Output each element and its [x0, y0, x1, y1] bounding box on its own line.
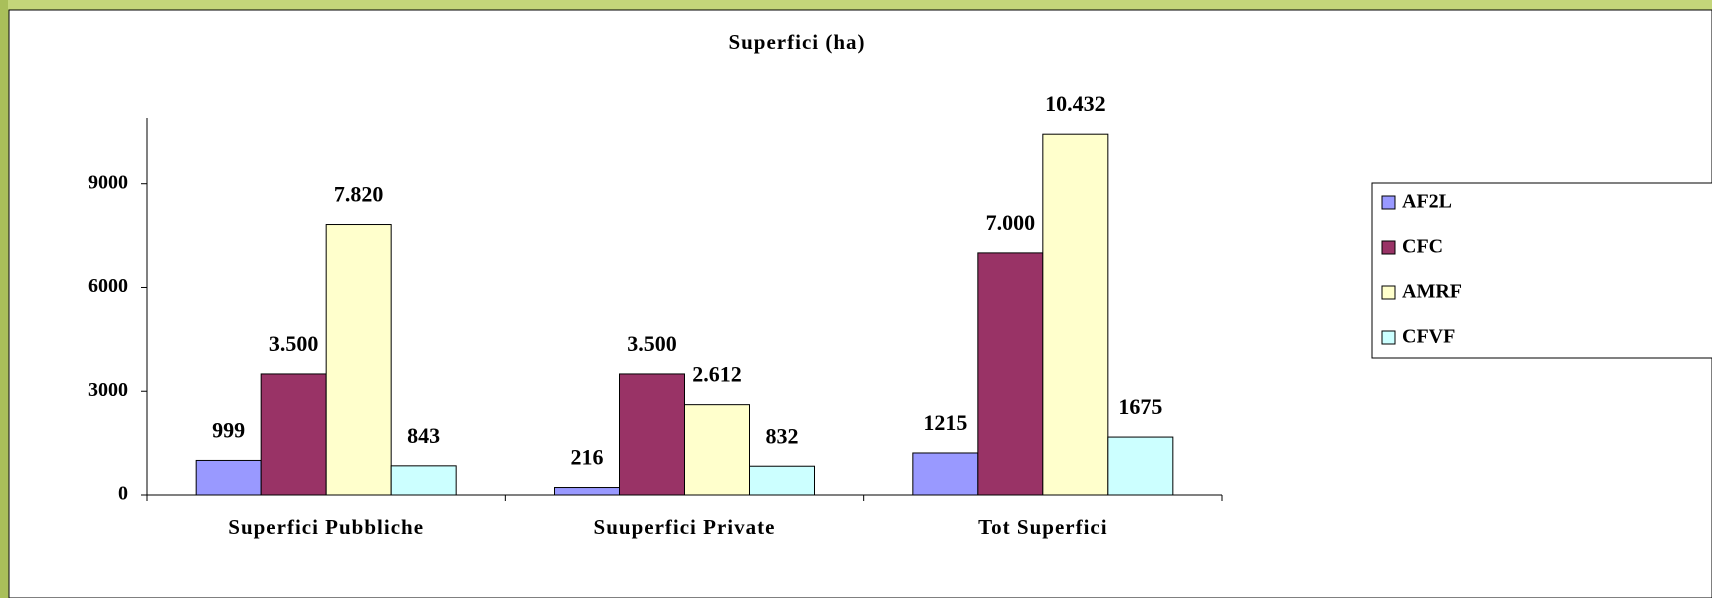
bar [1042, 133, 1109, 496]
bar [554, 487, 620, 496]
value-label: 1675 [1118, 394, 1162, 419]
y-tick-label: 3000 [88, 379, 128, 401]
value-label: 7.000 [986, 210, 1036, 235]
value-label: 3.500 [627, 331, 677, 356]
left-band [0, 0, 8, 598]
legend-label: CFC [1402, 236, 1443, 258]
top-band [0, 0, 1712, 10]
bar [260, 373, 327, 496]
y-tick-label: 9000 [88, 171, 128, 193]
y-tick-label: 0 [118, 483, 128, 505]
bar [912, 452, 979, 496]
x-tick-label: Superfici Pubbliche [228, 515, 424, 539]
x-tick-label: Suuperfici Private [594, 515, 776, 539]
y-tick-label: 6000 [88, 275, 128, 297]
value-label: 216 [571, 445, 604, 470]
value-label: 1215 [923, 410, 967, 435]
legend-swatch [1381, 195, 1396, 210]
value-label: 7.820 [334, 182, 384, 207]
bar [390, 465, 457, 496]
legend-swatch [1381, 285, 1396, 300]
bar [619, 373, 685, 496]
x-tick-label: Tot Superfici [978, 515, 1107, 539]
value-label: 10.432 [1045, 91, 1106, 116]
legend-label: CFVF [1402, 326, 1455, 348]
legend-label: AMRF [1402, 281, 1462, 303]
legend-swatch [1381, 240, 1396, 255]
bar [684, 404, 750, 496]
bar [1107, 436, 1174, 496]
value-label: 843 [407, 423, 440, 448]
value-label: 3.500 [269, 331, 319, 356]
legend-box [1371, 182, 1712, 359]
value-label: 832 [766, 423, 799, 448]
legend-swatch [1381, 330, 1396, 345]
bar [325, 224, 392, 496]
value-label: 2.612 [692, 362, 742, 387]
chart-title: Superfici (ha) [728, 30, 865, 54]
bar [749, 465, 815, 496]
legend-label: AF2L [1402, 191, 1452, 213]
value-label: 999 [212, 417, 245, 442]
bar [195, 459, 262, 496]
bar [977, 252, 1044, 496]
